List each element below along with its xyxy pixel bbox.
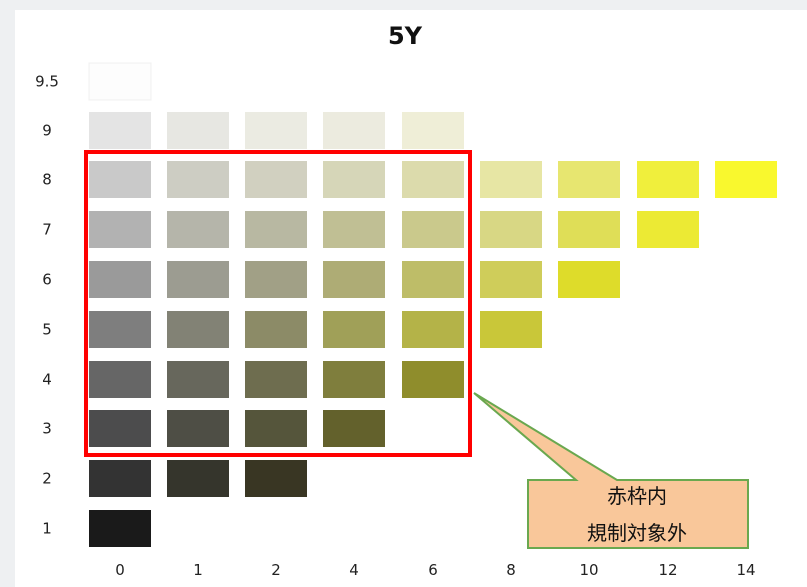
color-swatch-7-2 [245, 211, 307, 248]
callout-shape [473, 392, 749, 549]
color-swatch-4-2 [245, 361, 307, 398]
y-tick-label: 8 [42, 171, 52, 189]
swatch-grid [88, 62, 777, 547]
x-tick-label: 12 [658, 561, 677, 579]
color-swatch-6-1 [167, 261, 229, 298]
x-tick-label: 1 [193, 561, 203, 579]
x-tick-label: 4 [349, 561, 359, 579]
color-swatch-6-2 [245, 261, 307, 298]
x-tick-label: 0 [115, 561, 125, 579]
y-tick-label: 2 [42, 470, 52, 488]
color-swatch-6-0 [89, 261, 151, 298]
y-tick-label: 1 [42, 520, 52, 538]
color-swatch-5-6 [402, 311, 464, 348]
y-tick-label: 9 [42, 122, 52, 140]
color-swatch-1-0 [89, 510, 151, 547]
color-swatch-8-1 [167, 161, 229, 198]
x-axis-ticks: 0 1 2 4 6 8 10 12 14 [115, 561, 755, 579]
y-tick-label: 4 [42, 371, 52, 389]
color-swatch-8-10 [558, 161, 620, 198]
color-swatch-5-0 [89, 311, 151, 348]
color-swatch-9-4 [323, 112, 385, 149]
y-tick-label: 9.5 [35, 73, 59, 91]
x-tick-label: 8 [506, 561, 516, 579]
color-swatch-2-1 [167, 460, 229, 497]
color-swatch-7-8 [480, 211, 542, 248]
color-swatch-3-1 [167, 410, 229, 447]
color-swatch-7-4 [323, 211, 385, 248]
color-swatch-9-1 [167, 112, 229, 149]
color-swatch-8-8 [480, 161, 542, 198]
y-axis-ticks: 9.5 9 8 7 6 5 4 3 2 1 [35, 73, 59, 538]
color-swatch-3-4 [323, 410, 385, 447]
color-swatch-6-10 [558, 261, 620, 298]
color-swatch-6-8 [480, 261, 542, 298]
color-swatch-7-1 [167, 211, 229, 248]
color-swatch-6-4 [323, 261, 385, 298]
callout: 赤枠内 規制対象外 [473, 392, 749, 549]
color-swatch-3-2 [245, 410, 307, 447]
color-swatch-2-0 [89, 460, 151, 497]
x-tick-label: 10 [579, 561, 598, 579]
color-swatch-5-1 [167, 311, 229, 348]
y-tick-label: 5 [42, 321, 52, 339]
chart-title: 5Y [388, 22, 423, 50]
x-tick-label: 14 [736, 561, 755, 579]
color-swatch-7-0 [89, 211, 151, 248]
color-swatch-8-2 [245, 161, 307, 198]
color-swatch-4-4 [323, 361, 385, 398]
color-swatch-9-0 [89, 112, 151, 149]
color-swatch-7-10 [558, 211, 620, 248]
color-swatch-4-1 [167, 361, 229, 398]
color-swatch-8-14 [715, 161, 777, 198]
y-tick-label: 6 [42, 271, 52, 289]
color-swatch-8-0 [89, 161, 151, 198]
color-swatch-2-2 [245, 460, 307, 497]
color-swatch-8-12 [637, 161, 699, 198]
x-tick-label: 6 [428, 561, 438, 579]
color-swatch-5-2 [245, 311, 307, 348]
color-swatch-7-12 [637, 211, 699, 248]
highlight-frame [84, 150, 472, 457]
color-swatch-4-0 [89, 361, 151, 398]
callout-line-2: 規制対象外 [587, 521, 687, 545]
x-tick-label: 2 [271, 561, 281, 579]
color-swatch-7-6 [402, 211, 464, 248]
y-tick-label: 7 [42, 221, 52, 239]
color-swatch-3-0 [89, 410, 151, 447]
color-swatch-6-6 [402, 261, 464, 298]
callout-line-1: 赤枠内 [607, 484, 667, 508]
color-swatch-5-4 [323, 311, 385, 348]
color-swatch-9-6 [402, 112, 464, 149]
color-swatch-5-8 [480, 311, 542, 348]
color-swatch-9-2 [245, 112, 307, 149]
y-tick-label: 3 [42, 420, 52, 438]
color-swatch-9_5-0 [88, 62, 152, 101]
color-swatch-8-4 [323, 161, 385, 198]
color-swatch-8-6 [402, 161, 464, 198]
color-swatch-4-6 [402, 361, 464, 398]
